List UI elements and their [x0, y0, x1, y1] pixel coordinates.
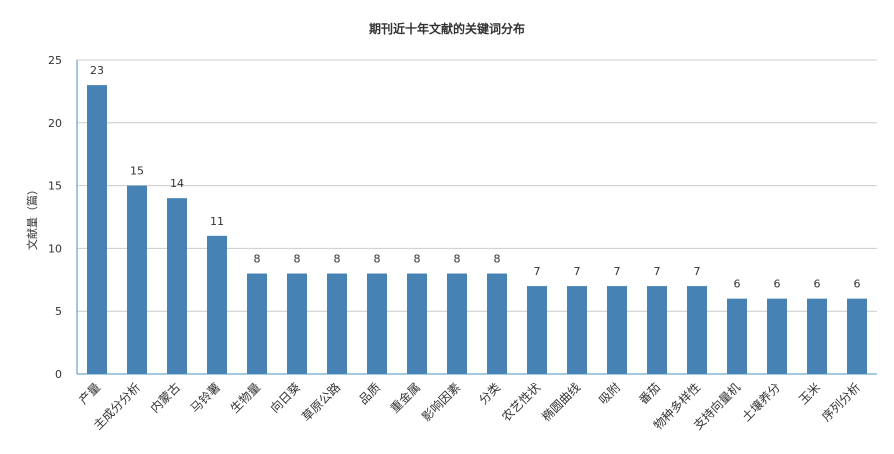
- x-tick-label: 序列分析: [819, 380, 864, 425]
- data-label: 15: [130, 165, 144, 178]
- data-label: 8: [374, 253, 381, 266]
- y-tick-label: 25: [48, 54, 62, 67]
- data-label: 23: [90, 64, 104, 77]
- x-tick-label: 向日葵: [267, 380, 303, 416]
- data-label: 8: [294, 253, 301, 266]
- x-tick-label: 草原公路: [299, 380, 344, 425]
- data-label: 6: [854, 278, 861, 291]
- data-label: 14: [170, 177, 184, 190]
- data-labels: 23 15 14 11 8 8 8 8 8 8 8 7 7 7 7 7 6 6 6 6: [90, 64, 861, 291]
- x-tick-label: 生物量: [228, 380, 263, 415]
- bar: [287, 273, 307, 374]
- bar: [367, 273, 387, 374]
- data-label: 8: [454, 253, 461, 266]
- y-tick-label: 15: [48, 180, 62, 193]
- data-label: 7: [574, 265, 581, 278]
- x-tick-label: 产量: [76, 380, 103, 407]
- bar: [247, 273, 267, 374]
- bar: [87, 85, 107, 375]
- grid-lines: [77, 59, 877, 312]
- x-tick-label: 番茄: [636, 380, 663, 407]
- y-tick-label: 10: [48, 242, 62, 255]
- x-tick-label: 农艺性状: [499, 380, 543, 424]
- x-tick-label: 品质: [356, 380, 383, 407]
- data-label: 7: [534, 265, 541, 278]
- data-label: 8: [414, 253, 421, 266]
- x-tick-label: 吸附: [596, 380, 623, 407]
- x-tick-label: 内蒙古: [147, 380, 183, 416]
- data-label: 8: [494, 253, 501, 266]
- data-label: 8: [334, 253, 341, 266]
- data-label: 6: [814, 278, 821, 291]
- bar: [327, 273, 347, 374]
- bar: [447, 273, 467, 374]
- data-label: 6: [734, 278, 741, 291]
- bar: [207, 235, 227, 374]
- bar: [407, 273, 427, 374]
- data-label: 6: [774, 278, 781, 291]
- bars: [87, 85, 867, 375]
- y-tick-label: 20: [48, 117, 62, 130]
- bar: [647, 286, 667, 374]
- x-tick-label: 影响因素: [419, 380, 464, 425]
- x-tick-label: 椭圆曲线: [539, 380, 584, 425]
- bar: [727, 298, 747, 374]
- bar: [847, 298, 867, 374]
- x-tick-label: 马铃薯: [187, 380, 223, 416]
- x-tick-label: 土壤养分: [739, 380, 784, 425]
- y-axis-ticks: 0 5 10 15 20 25: [48, 54, 62, 381]
- bar: [127, 185, 147, 374]
- y-axis-label: 文献量（篇）: [25, 184, 39, 250]
- data-label: 8: [254, 253, 261, 266]
- x-tick-label: 玉米: [796, 380, 823, 407]
- y-tick-label: 0: [55, 368, 62, 381]
- chart-title: 期刊近十年文献的关键词分布: [369, 21, 525, 36]
- bar: [767, 298, 787, 374]
- x-tick-label: 分类: [476, 380, 503, 407]
- data-label: 7: [694, 265, 701, 278]
- data-label: 11: [210, 215, 224, 228]
- data-label: 7: [614, 265, 621, 278]
- bar: [527, 286, 547, 374]
- bar: [167, 198, 187, 374]
- bar: [807, 298, 827, 374]
- bar: [567, 286, 587, 374]
- data-label: 7: [654, 265, 661, 278]
- bar: [607, 286, 627, 374]
- x-tick-label: 重金属: [387, 380, 423, 416]
- bar: [487, 273, 507, 374]
- y-tick-label: 5: [55, 305, 62, 318]
- bar: [687, 286, 707, 374]
